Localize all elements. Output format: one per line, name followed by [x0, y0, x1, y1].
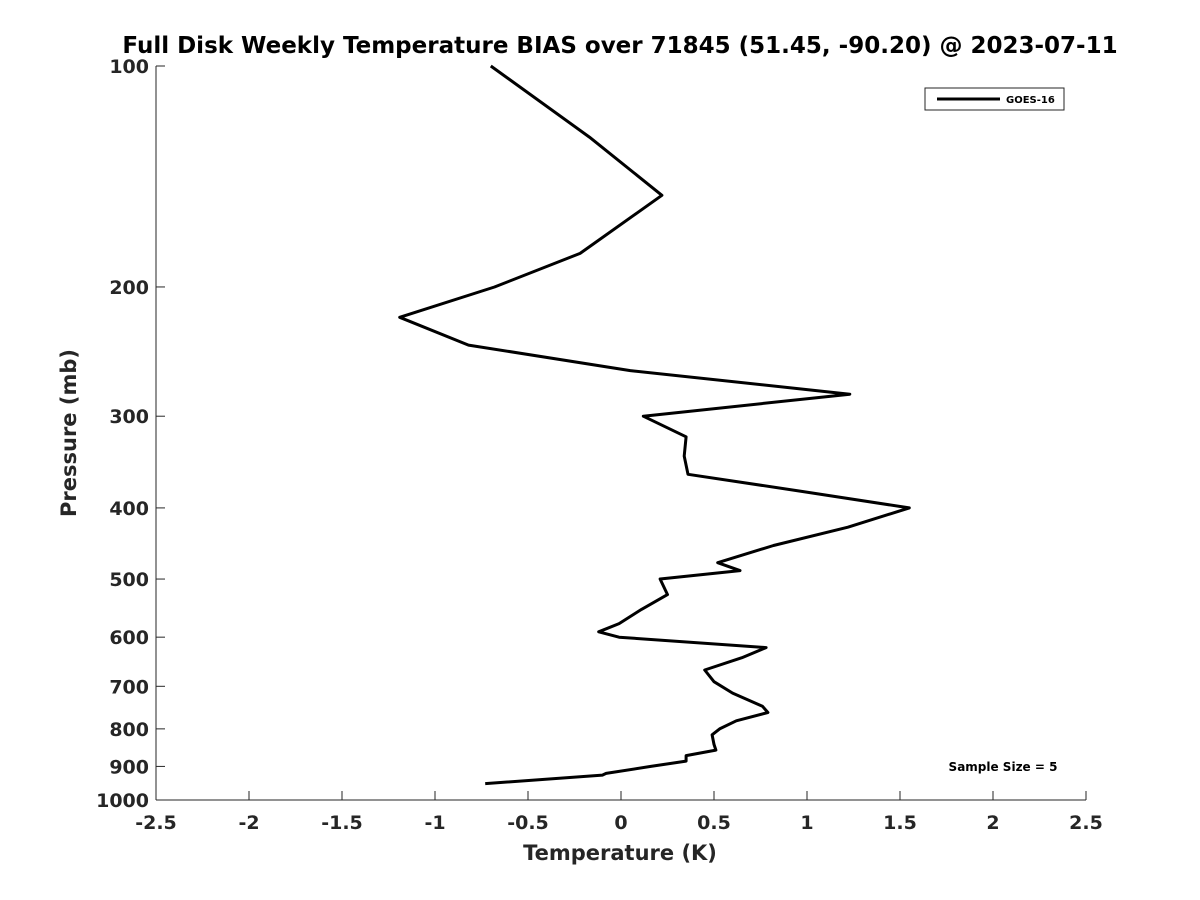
y-tick-label: 300	[109, 406, 149, 428]
y-tick-label: 800	[109, 719, 149, 741]
x-tick-label: -1	[424, 812, 445, 834]
chart-title: Full Disk Weekly Temperature BIAS over 7…	[122, 33, 1117, 59]
x-tick-label: -0.5	[507, 812, 549, 834]
x-tick-label: 0.5	[697, 812, 731, 834]
y-tick-label: 700	[109, 676, 149, 698]
y-tick-label: 600	[109, 627, 149, 649]
series-line-goes-16	[398, 64, 911, 786]
y-tick-label: 400	[109, 498, 149, 520]
y-tick-label: 900	[109, 756, 149, 778]
x-tick-label: 1.5	[883, 812, 917, 834]
y-tick-label: 1000	[96, 790, 149, 812]
plot-area	[155, 66, 1086, 801]
y-tick-label: 100	[109, 56, 149, 78]
x-tick-label: 2.5	[1069, 812, 1103, 834]
y-tick-label: 500	[109, 569, 149, 591]
y-tick-label: 200	[109, 277, 149, 299]
sample-size-annotation: Sample Size = 5	[949, 760, 1058, 774]
x-axis-label: Temperature (K)	[523, 841, 717, 865]
y-axis: 100 200 300 400 500 600 700 800 900 1000	[96, 56, 165, 812]
x-axis: -2.5 -2 -1.5 -1 -0.5 0 0.5 1 1.5 2 2.5	[135, 791, 1103, 834]
legend-label: GOES-16	[1006, 95, 1055, 106]
x-tick-label: 0	[614, 812, 627, 834]
x-tick-label: -2.5	[135, 812, 177, 834]
legend: GOES-16	[924, 87, 1065, 111]
y-axis-label: Pressure (mb)	[57, 349, 81, 517]
series-layer	[398, 64, 911, 786]
x-tick-label: -1.5	[321, 812, 363, 834]
x-tick-label: 1	[800, 812, 813, 834]
x-tick-label: 2	[986, 812, 999, 834]
x-tick-label: -2	[238, 812, 259, 834]
